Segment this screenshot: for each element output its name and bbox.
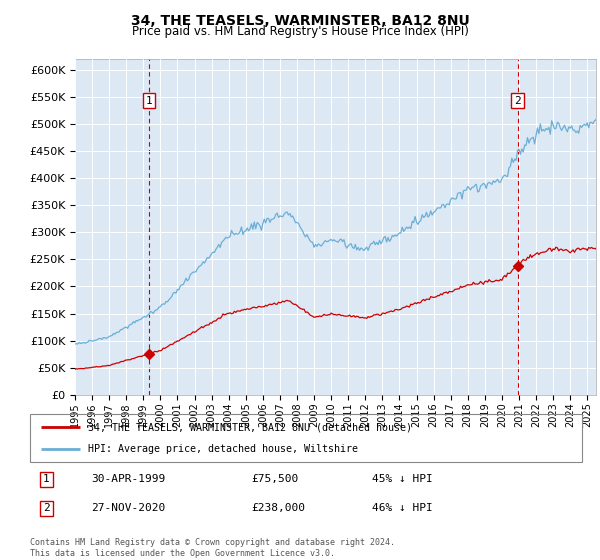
Text: HPI: Average price, detached house, Wiltshire: HPI: Average price, detached house, Wilt… <box>88 444 358 454</box>
Text: 2: 2 <box>43 503 50 514</box>
Text: 27-NOV-2020: 27-NOV-2020 <box>91 503 165 514</box>
Text: 34, THE TEASELS, WARMINSTER, BA12 8NU: 34, THE TEASELS, WARMINSTER, BA12 8NU <box>131 14 469 28</box>
Text: 1: 1 <box>43 474 50 484</box>
Text: 34, THE TEASELS, WARMINSTER, BA12 8NU (detached house): 34, THE TEASELS, WARMINSTER, BA12 8NU (d… <box>88 422 412 432</box>
Text: 2: 2 <box>514 96 521 105</box>
Text: 1: 1 <box>146 96 152 105</box>
Text: £238,000: £238,000 <box>251 503 305 514</box>
Text: 30-APR-1999: 30-APR-1999 <box>91 474 165 484</box>
Text: £75,500: £75,500 <box>251 474 298 484</box>
Text: Contains HM Land Registry data © Crown copyright and database right 2024.
This d: Contains HM Land Registry data © Crown c… <box>30 538 395 558</box>
Text: 45% ↓ HPI: 45% ↓ HPI <box>372 474 433 484</box>
Text: 46% ↓ HPI: 46% ↓ HPI <box>372 503 433 514</box>
Text: Price paid vs. HM Land Registry's House Price Index (HPI): Price paid vs. HM Land Registry's House … <box>131 25 469 38</box>
